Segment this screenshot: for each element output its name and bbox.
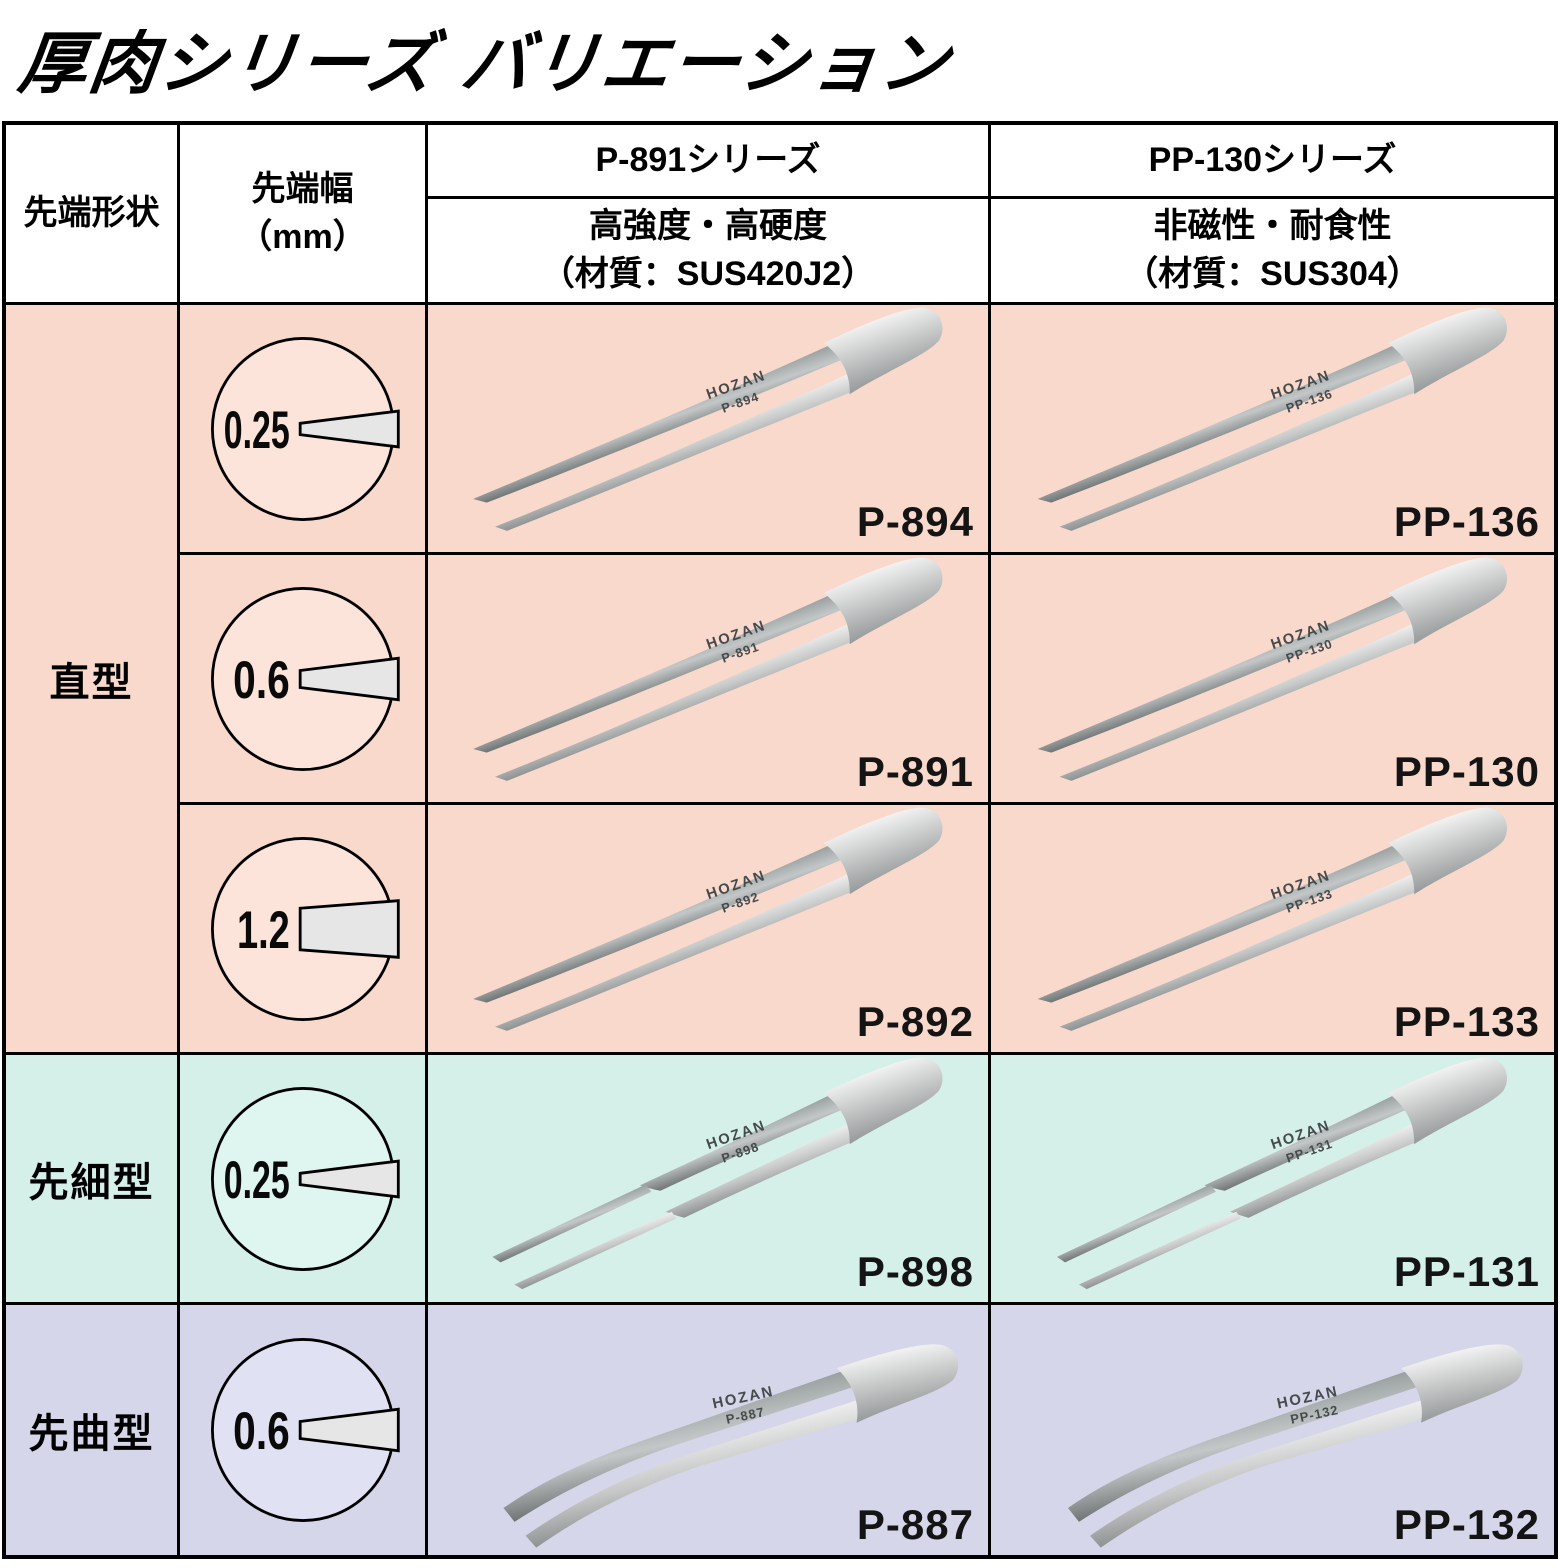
header-tip-shape-label: 先端形状	[23, 193, 160, 232]
series-p891-name: P-891シリーズ	[595, 140, 821, 179]
model-label: P-887	[856, 1501, 974, 1548]
tweezers-photo-straight: HOZAN P-894	[428, 305, 988, 552]
group-bent-label: 先曲型	[6, 1305, 180, 1555]
model-label: P-898	[856, 1248, 974, 1295]
header-tip-shape: 先端形状	[6, 125, 180, 305]
engraving: HOZAN PP-130	[1269, 618, 1335, 666]
series-p891-material: （材質：SUS420J2）	[540, 254, 876, 293]
model-label: P-891	[856, 748, 974, 795]
tweezers-photo-straight: HOZAN PP-136	[991, 305, 1554, 552]
product-cell-p892: HOZAN P-892 P-892	[428, 805, 991, 1055]
header-tip-width-label: 先端幅	[251, 169, 354, 208]
tweezers-photo-bent: HOZAN P-887	[428, 1305, 988, 1555]
model-label: PP-136	[1393, 498, 1540, 545]
header-series-p891-desc: 高強度・高硬度 （材質：SUS420J2）	[428, 199, 991, 305]
tip-width-cell-06-straight: 0.6	[180, 555, 428, 805]
model-label: P-894	[856, 498, 974, 545]
tweezers-photo-straight: HOZAN PP-133	[991, 805, 1554, 1052]
series-p891-feature: 高強度・高硬度	[589, 206, 827, 245]
tweezers-photo-fine: HOZAN PP-131	[991, 1055, 1554, 1302]
product-cell-pp136: HOZAN PP-136 PP-136	[991, 305, 1554, 555]
group-straight-label: 直型	[6, 305, 180, 1055]
product-cell-p891: HOZAN P-891 P-891	[428, 555, 991, 805]
tip-width-diagram: 0.6	[210, 1338, 400, 1522]
tweezers-photo-bent: HOZAN PP-132	[991, 1305, 1554, 1555]
tip-width-value: 0.25	[223, 1150, 289, 1209]
header-tip-width: 先端幅 （mm）	[180, 125, 428, 305]
page-title: 厚肉シリーズ バリエーション	[14, 25, 955, 104]
header-tip-width-unit: （mm）	[238, 217, 367, 256]
tip-width-diagram: 1.2	[210, 836, 400, 1021]
tip-width-cell-06-bent: 0.6	[180, 1305, 428, 1555]
tweezers-photo-straight: HOZAN P-892	[428, 805, 988, 1052]
product-cell-pp133: HOZAN PP-133 PP-133	[991, 805, 1554, 1055]
tip-width-value: 0.6	[233, 650, 290, 709]
tweezers-photo-straight: HOZAN P-891	[428, 555, 988, 802]
product-cell-pp132: HOZAN PP-132 PP-132	[991, 1305, 1554, 1555]
product-cell-pp131: HOZAN PP-131 PP-131	[991, 1055, 1554, 1305]
model-label: PP-131	[1393, 1248, 1540, 1295]
model-label: PP-132	[1393, 1501, 1540, 1548]
tip-width-value: 0.6	[233, 1402, 290, 1461]
tip-width-value: 0.25	[223, 400, 289, 459]
tip-width-diagram: 0.25	[210, 336, 400, 521]
series-pp130-name: PP-130シリーズ	[1148, 140, 1397, 179]
tweezers-photo-fine: HOZAN P-898	[428, 1055, 988, 1302]
tip-width-cell-12-straight: 1.2	[180, 805, 428, 1055]
model-label: PP-133	[1393, 998, 1540, 1045]
model-label: P-892	[856, 998, 974, 1045]
variation-table: 先端形状 先端幅 （mm） P-891シリーズ PP-130シリーズ 高強度・高…	[2, 121, 1558, 1559]
group-taper-label: 先細型	[6, 1055, 180, 1305]
header-series-pp130-desc: 非磁性・耐食性 （材質：SUS304）	[991, 199, 1554, 305]
tip-width-cell-025-straight: 0.25	[180, 305, 428, 555]
header-series-pp130: PP-130シリーズ	[991, 125, 1554, 199]
product-cell-p898: HOZAN P-898 P-898	[428, 1055, 991, 1305]
tip-width-cell-025-taper: 0.25	[180, 1055, 428, 1305]
tip-width-value: 1.2	[236, 900, 289, 959]
series-pp130-feature: 非磁性・耐食性	[1153, 206, 1392, 245]
product-cell-p894: HOZAN P-894 P-894	[428, 305, 991, 555]
model-label: PP-130	[1393, 748, 1540, 795]
header-series-p891: P-891シリーズ	[428, 125, 991, 199]
tip-width-diagram: 0.25	[210, 1086, 400, 1271]
tip-width-diagram: 0.6	[210, 586, 400, 771]
series-pp130-material: （材質：SUS304）	[1124, 254, 1421, 293]
tweezers-photo-straight: HOZAN PP-130	[991, 555, 1554, 802]
product-cell-p887: HOZAN P-887 P-887	[428, 1305, 991, 1555]
product-cell-pp130: HOZAN PP-130 PP-130	[991, 555, 1554, 805]
